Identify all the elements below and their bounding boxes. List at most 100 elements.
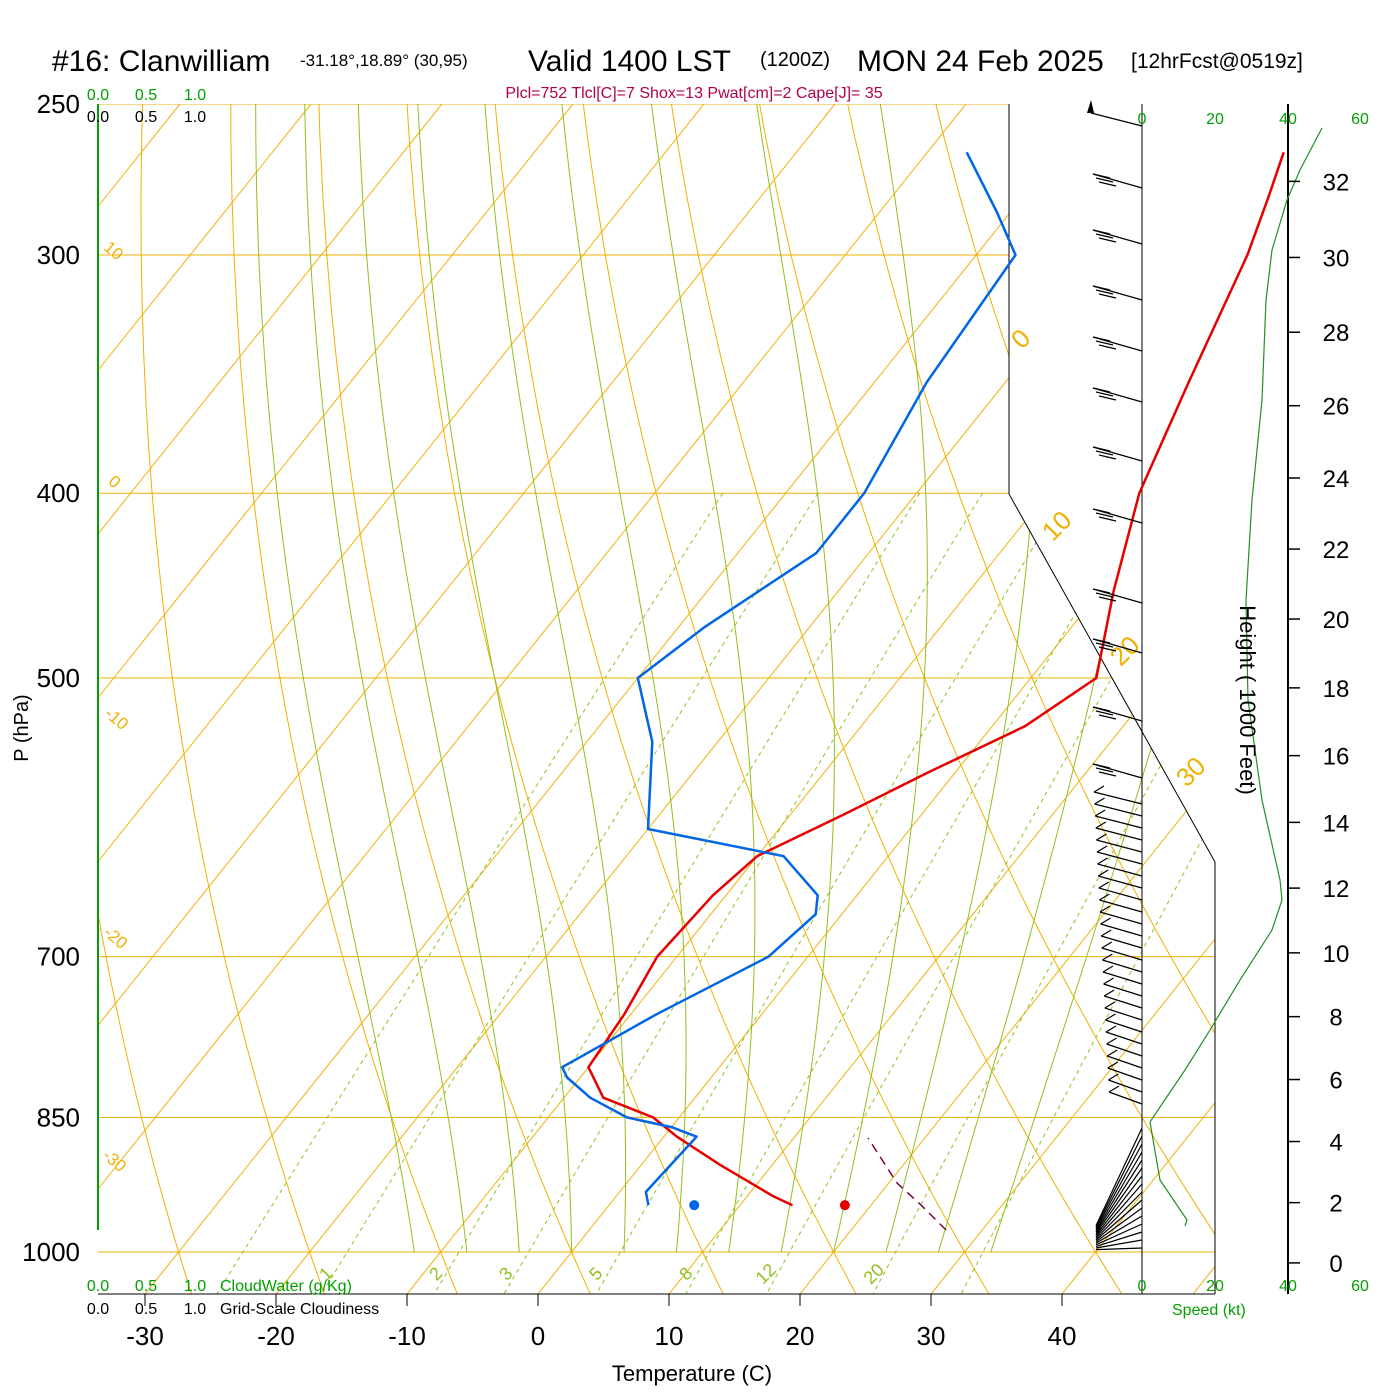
height-tick-label: 22	[1323, 537, 1350, 564]
wind-barb	[1098, 875, 1143, 889]
moist-adiabat-line	[751, 104, 835, 1253]
wind-barb-feather	[1102, 953, 1113, 961]
mixing-ratio-line	[429, 492, 921, 1294]
pressure-tick-label: 1000	[22, 1237, 80, 1267]
height-tick-label: 20	[1323, 607, 1350, 634]
wind-barb-feather	[1100, 929, 1112, 937]
cloud-scale-tick: 0.5	[135, 87, 157, 104]
wind-barb	[1092, 336, 1143, 352]
moist-adiabat-line	[415, 104, 573, 1253]
height-tick-label: 4	[1329, 1130, 1342, 1157]
isotherm-label: -10	[101, 704, 132, 734]
wind-barb	[1092, 173, 1143, 189]
moist-adiabat-line	[558, 104, 687, 1253]
isotherm-label: 30	[1170, 751, 1212, 793]
valid-time: Valid 1400 LST	[528, 45, 731, 78]
isotherm-label: 10	[1036, 505, 1078, 547]
wind-barb	[1101, 947, 1143, 961]
temperature-tick-label: 30	[917, 1321, 946, 1351]
cloud-water-label: CloudWater (g/Kg)	[220, 1278, 352, 1295]
wind-barb	[1096, 839, 1143, 853]
moist-adiabat-line	[990, 104, 1215, 1253]
wind-barb-feather	[1105, 1025, 1117, 1033]
plot-frame	[98, 104, 1289, 1295]
wind-barb	[1104, 1007, 1143, 1021]
dry-adiabat-line	[1363, 70, 1400, 1300]
isotherm-line	[98, 104, 451, 1294]
cloud-scale-tick: 0.0	[87, 109, 109, 126]
temperature-axis-label: Temperature (C)	[612, 1361, 772, 1386]
pressure-axis-label: P (hPa)	[11, 694, 33, 761]
wind-barb	[1095, 1183, 1143, 1238]
pressure-axis: 250 300 400 500 700 850 1000	[22, 89, 80, 1267]
wind-barb-feather	[1097, 857, 1108, 865]
height-tick-label: 24	[1323, 466, 1350, 493]
dry-adiabat-line	[404, 104, 727, 1294]
wind-barb	[1092, 638, 1143, 654]
wind-barb	[1095, 1175, 1143, 1236]
isotherm-label: 0	[105, 471, 124, 492]
moist-adiabat-line	[356, 104, 520, 1253]
wind-barb	[1108, 1091, 1143, 1105]
mixing-ratio-label: 20	[860, 1260, 888, 1288]
wind-barb	[1105, 1031, 1143, 1045]
wind-barb	[1095, 1247, 1143, 1251]
height-tick-label: 16	[1323, 744, 1350, 771]
height-tick-label: 14	[1323, 810, 1350, 837]
mixing-ratio-line	[592, 492, 1066, 1294]
speed-axis-label: Speed (kt)	[1172, 1302, 1246, 1319]
wind-barb	[1103, 983, 1143, 997]
cloud-scale-tick: 0.0	[87, 1301, 109, 1318]
height-tick-label: 10	[1323, 941, 1350, 968]
dry-adiabat-line	[578, 104, 994, 1294]
temperature-tick-label: -20	[257, 1321, 295, 1351]
wind-barb	[1100, 923, 1143, 937]
isotherm-line	[537, 104, 1215, 1294]
wind-barb-feather	[1104, 1001, 1116, 1009]
surface-dewpoint-dot	[689, 1200, 700, 1211]
speed-scale-tick: 40	[1279, 111, 1297, 128]
moist-adiabat-line	[885, 104, 1038, 1253]
height-tick-label: 0	[1329, 1251, 1342, 1278]
wind-barb-feather	[1094, 809, 1106, 817]
wind-barb-feather	[1106, 1037, 1117, 1045]
cloud-scale-tick: 0.0	[87, 87, 109, 104]
speed-scales: 0 20 40 600 20 40 60	[1138, 111, 1369, 1295]
wind-barb	[1107, 1055, 1143, 1069]
wind-barb	[1098, 887, 1143, 901]
wind-barb-feather	[1107, 1061, 1119, 1069]
wind-speed-profile	[1149, 127, 1323, 1227]
mixing-ratio-line	[499, 492, 983, 1294]
dry-adiabat-line	[491, 104, 860, 1294]
moist-adiabat-line	[646, 104, 756, 1253]
temperature-profile	[587, 151, 1285, 1207]
isotherm-line	[406, 104, 1215, 1294]
wind-barb	[1092, 446, 1143, 462]
wind-barb	[1095, 1199, 1143, 1241]
wind-barb	[1092, 508, 1143, 524]
wind-barb-feather	[1099, 905, 1111, 913]
wind-barb	[1095, 1151, 1143, 1231]
wind-barb-feather	[1103, 977, 1114, 985]
pressure-tick-label: 500	[37, 663, 80, 693]
height-tick-label: 30	[1323, 245, 1350, 272]
pressure-tick-label: 700	[37, 942, 80, 972]
wind-barb-feather	[1105, 1013, 1116, 1021]
mixing-ratio-label: 12	[752, 1260, 780, 1288]
speed-scale-tick: 0	[1138, 1278, 1147, 1295]
height-tick-label: 8	[1329, 1005, 1342, 1032]
wind-barb	[1107, 1067, 1143, 1081]
cloud-scale-tick: 0.5	[135, 1278, 157, 1295]
moist-adiabat-line	[833, 104, 928, 1253]
moist-adiabat-line	[303, 104, 468, 1253]
speed-scale-tick: 60	[1351, 1278, 1369, 1295]
mixing-ratio-line	[869, 492, 1215, 1294]
isotherm-label: -30	[99, 1146, 130, 1176]
wind-barbs	[1090, 112, 1143, 1251]
isotherm-line	[144, 104, 1106, 1294]
cloud-scales: 0.0 0.5 1.0 0.0 0.5 1.0 0.0 0.5 1.0 0.0 0.5 1.0	[87, 87, 206, 1318]
wind-barb	[1102, 959, 1143, 973]
wind-barb-feather	[1101, 941, 1113, 949]
height-tick-label: 12	[1323, 876, 1350, 903]
wind-barb	[1094, 803, 1143, 817]
